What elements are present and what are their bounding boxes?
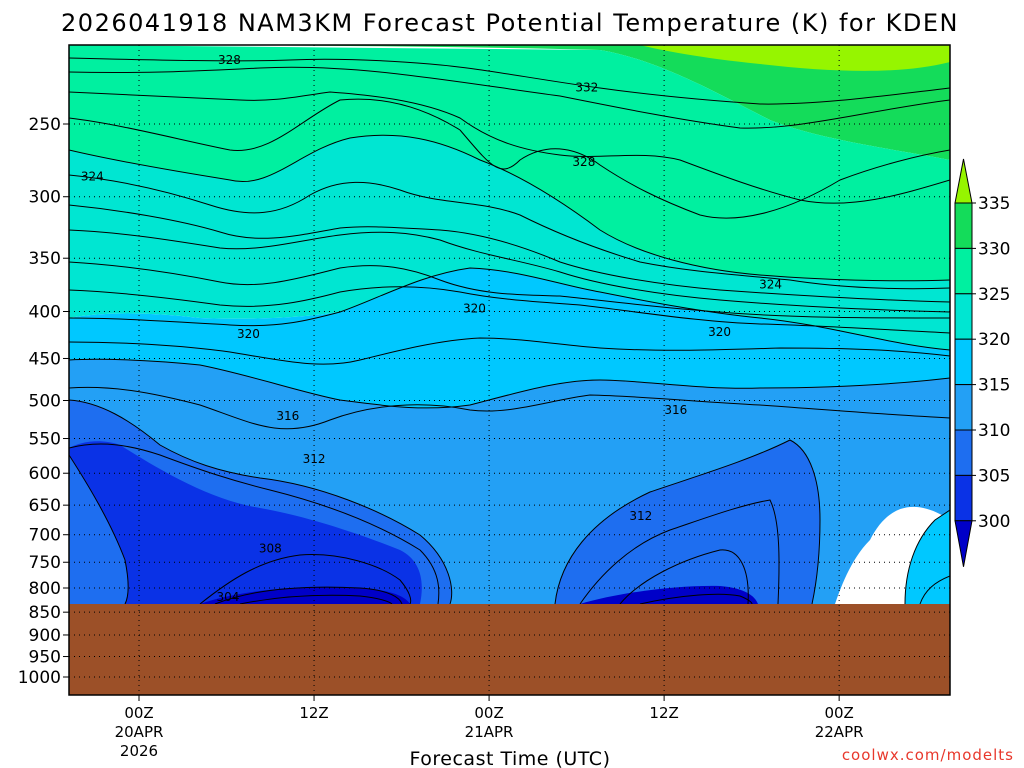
colorbar-label: 315 (978, 376, 1010, 396)
x-tick-time: 00Z (474, 704, 503, 722)
contour-label: 324 (759, 278, 782, 292)
y-tick-label: 850 (29, 603, 61, 623)
contour-label: 332 (575, 80, 598, 94)
contour-label: 316 (664, 403, 687, 417)
contour-label: 320 (237, 327, 260, 341)
y-tick-label: 800 (29, 579, 61, 599)
colorbar-label: 335 (978, 194, 1010, 214)
contour-label: 320 (463, 301, 486, 315)
y-tick-label: 300 (29, 188, 61, 208)
colorbar-over-arrow (954, 158, 973, 204)
band-330-335 (69, 45, 950, 160)
band-310-315-right-dip (905, 510, 950, 604)
contour-lines (69, 57, 950, 605)
y-tick-label: 550 (29, 430, 61, 450)
y-tick-label: 250 (29, 115, 61, 135)
contour-label: 320 (708, 325, 731, 339)
x-tick-date: 22APR (815, 723, 864, 741)
y-tick-label: 900 (29, 626, 61, 646)
plot-frame (68, 44, 951, 696)
contour-label: 304 (217, 590, 240, 604)
contour-label: 308 (259, 542, 282, 556)
band-315-320 (69, 268, 950, 408)
colorbar-label: 300 (978, 512, 1010, 532)
band-under-300 (200, 585, 758, 604)
grid (69, 45, 950, 695)
contour-label: 312 (303, 452, 326, 466)
credit-text: coolwx.com/modelts (842, 746, 1014, 764)
y-tick-label: 750 (29, 553, 61, 573)
colorbar-segment (954, 429, 973, 476)
colorbar-label: 310 (978, 421, 1010, 441)
colorbar-segment (954, 474, 973, 522)
x-tick-date: 21APR (465, 723, 514, 741)
x-tick-time: 12Z (299, 704, 328, 722)
band-325-330 (69, 45, 950, 281)
contour-label: 324 (81, 169, 104, 183)
contour-label: 328 (218, 53, 241, 67)
colorbar: 335 330 325 320 315 310 305 300 (954, 158, 1010, 567)
y-tick-label: 1000 (18, 668, 61, 688)
contour-labels: 328 332 328 324 324 320 320 320 316 316 312 312 308 3… (81, 53, 782, 604)
colorbar-label: 305 (978, 466, 1010, 486)
y-tick-label: 650 (29, 496, 61, 516)
band-320-325 (69, 135, 950, 350)
y-tick-label: 350 (29, 249, 61, 269)
y-tick-label: 500 (29, 392, 61, 412)
x-axis-label: Forecast Time (UTC) (410, 748, 611, 768)
colorbar-segment (954, 293, 973, 340)
x-tick-date: 20APR (115, 723, 164, 741)
x-tick-time: 00Z (824, 704, 853, 722)
colorbar-segment (954, 338, 973, 386)
colorbar-segment (954, 202, 973, 249)
contour-label: 312 (629, 509, 652, 523)
chart-title: 2026041918 NAM3KM Forecast Potential Tem… (61, 9, 959, 37)
ground-fill (69, 604, 950, 695)
plot-area (69, 45, 950, 695)
colorbar-segment (954, 247, 973, 295)
band-over-335 (640, 45, 950, 71)
x-tick-year: 2026 (120, 742, 158, 760)
band-300-305 (69, 441, 422, 604)
colorbar-segment (954, 384, 973, 431)
contour-label: 316 (276, 409, 299, 423)
y-tick-label: 950 (29, 648, 61, 668)
x-tick-time: 12Z (649, 704, 678, 722)
y-tick-label: 700 (29, 526, 61, 546)
y-axis: 250 300 350 400 450 500 550 600 650 700 750 800 850 9… (18, 115, 69, 688)
contour-label: 328 (572, 155, 595, 169)
colorbar-under-arrow (954, 520, 973, 567)
colorbar-label: 325 (978, 285, 1010, 305)
colorbar-label: 320 (978, 330, 1010, 350)
x-tick-time: 00Z (124, 704, 153, 722)
y-tick-label: 400 (29, 302, 61, 322)
y-tick-label: 450 (29, 349, 61, 369)
colorbar-label: 330 (978, 239, 1010, 259)
y-tick-label: 600 (29, 464, 61, 484)
